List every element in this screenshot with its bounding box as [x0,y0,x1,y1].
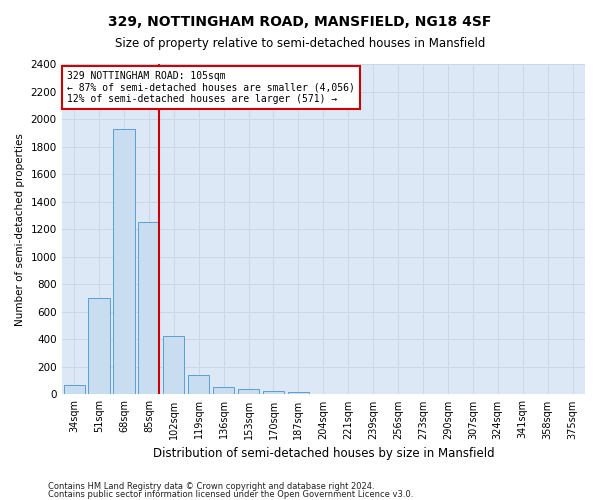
Text: Size of property relative to semi-detached houses in Mansfield: Size of property relative to semi-detach… [115,38,485,51]
Bar [113,128,134,394]
Bar [263,391,284,394]
Bar [138,222,160,394]
Text: Contains public sector information licensed under the Open Government Licence v3: Contains public sector information licen… [48,490,413,499]
Bar [213,387,234,394]
Text: Contains HM Land Registry data © Crown copyright and database right 2024.: Contains HM Land Registry data © Crown c… [48,482,374,491]
Bar [88,298,110,394]
Bar [288,392,309,394]
Bar [163,336,184,394]
Bar [188,375,209,394]
Y-axis label: Number of semi-detached properties: Number of semi-detached properties [15,133,25,326]
Bar [64,386,85,394]
Bar [238,389,259,394]
Text: 329 NOTTINGHAM ROAD: 105sqm
← 87% of semi-detached houses are smaller (4,056)
12: 329 NOTTINGHAM ROAD: 105sqm ← 87% of sem… [67,70,355,104]
Text: 329, NOTTINGHAM ROAD, MANSFIELD, NG18 4SF: 329, NOTTINGHAM ROAD, MANSFIELD, NG18 4S… [109,15,491,29]
X-axis label: Distribution of semi-detached houses by size in Mansfield: Distribution of semi-detached houses by … [152,447,494,460]
